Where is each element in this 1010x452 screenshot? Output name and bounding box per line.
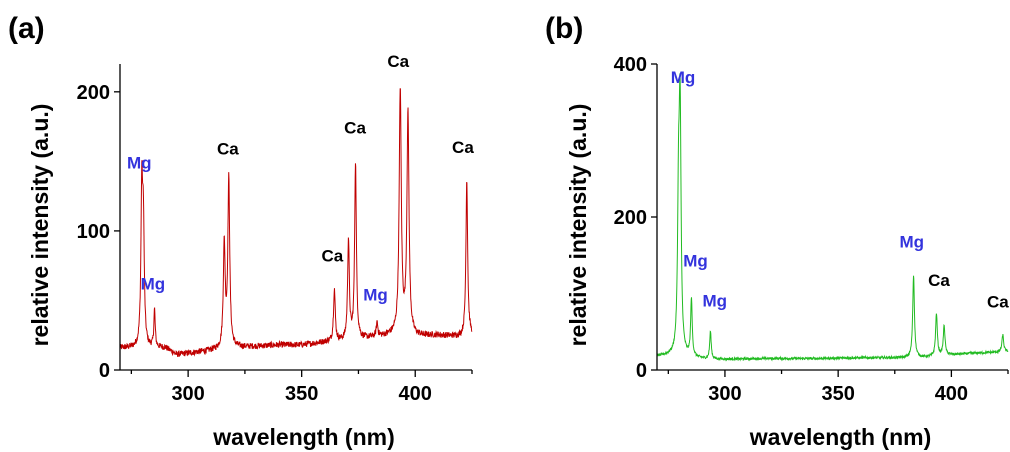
x-tick-label: 300 [171, 383, 204, 405]
peak-annotation-mg: Mg [702, 292, 727, 311]
y-axis-label: relative intensity (a.u.) [27, 104, 53, 347]
panel-label: (b) [545, 12, 583, 45]
peak-annotation-ca: Ca [344, 119, 366, 138]
peak-annotation-ca: Ca [321, 247, 343, 266]
peak-annotation-mg: Mg [141, 274, 166, 293]
peak-annotation-mg: Mg [671, 68, 696, 87]
spectrum-line [656, 73, 1009, 362]
y-tick-label: 0 [636, 360, 647, 382]
peak-annotation-mg: Mg [899, 233, 924, 252]
peak-annotation-mg: Mg [127, 153, 152, 172]
x-axis-label: wavelength (nm) [749, 424, 931, 450]
peak-annotation-ca: Ca [452, 138, 474, 157]
x-tick-label: 400 [935, 383, 968, 405]
x-tick-label: 350 [285, 383, 318, 405]
peak-annotation-ca: Ca [387, 52, 409, 71]
peak-annotation-ca: Ca [928, 271, 950, 290]
peak-annotation-ca: Ca [217, 139, 239, 158]
x-tick-label: 350 [821, 383, 854, 405]
y-tick-label: 0 [99, 360, 110, 382]
x-axis-label: wavelength (nm) [212, 424, 394, 450]
panel-label: (a) [8, 12, 45, 45]
y-tick-label: 200 [77, 82, 110, 104]
y-tick-label: 200 [614, 207, 647, 229]
peak-annotation-ca: Ca [987, 292, 1009, 311]
spectrum-line [119, 88, 473, 358]
peak-annotation-mg: Mg [683, 252, 708, 271]
y-tick-label: 400 [614, 54, 647, 76]
peak-annotation-mg: Mg [363, 285, 388, 304]
y-axis-label: relative intensity (a.u.) [565, 104, 591, 347]
y-tick-label: 100 [77, 221, 110, 243]
x-tick-label: 400 [399, 383, 432, 405]
x-tick-label: 300 [708, 383, 741, 405]
